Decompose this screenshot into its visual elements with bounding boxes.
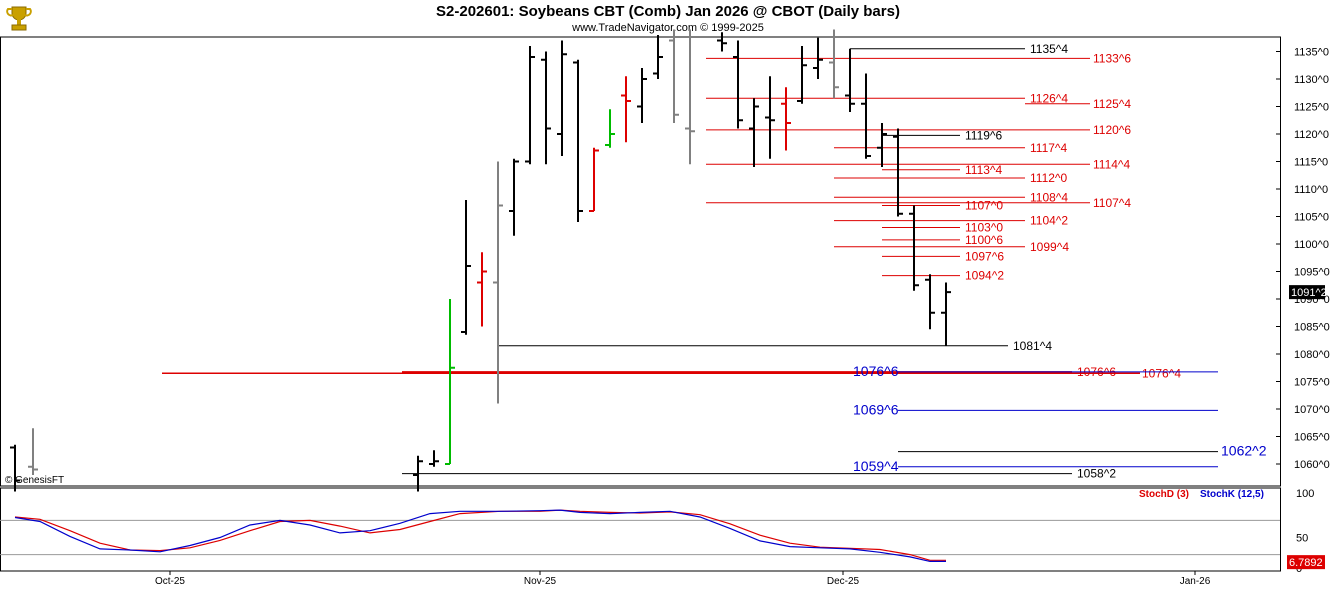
date-tick-label: Nov-25 [524, 576, 557, 587]
stoch-panel-frame [0, 487, 1281, 572]
price-tick-label: 1060^0 [1294, 459, 1330, 471]
date-tick-label: Oct-25 [155, 576, 185, 587]
date-tick-label: Jan-26 [1180, 576, 1211, 587]
stoch-last-label: 6.7892 [1289, 557, 1323, 569]
last-price-box [1289, 285, 1325, 300]
price-tick-label: 1105^0 [1294, 212, 1329, 224]
price-tick-label: 1070^0 [1294, 404, 1330, 416]
level-label: 1081^4 [1013, 339, 1052, 353]
price-tick-label: 1095^0 [1294, 267, 1330, 279]
level-label: 1094^2 [965, 269, 1004, 283]
level-label: 1107^0 [965, 199, 1003, 213]
level-label: 1108^4 [1030, 190, 1068, 204]
chart-subtitle: www.TradeNavigator.com © 1999-2025 [572, 22, 764, 34]
level-label: 1119^6 [965, 128, 1003, 142]
level-label: 1135^4 [1030, 42, 1068, 56]
level-label: 1133^6 [1093, 51, 1131, 65]
price-tick-label: 1110^0 [1294, 184, 1328, 196]
price-tick-label: 1125^0 [1294, 102, 1329, 114]
stoch-line-blue [14, 509, 946, 563]
price-tick-label: 1120^0 [1294, 129, 1329, 141]
price-tick-label: 1100^0 [1294, 239, 1329, 251]
level-label: 1103^0 [965, 221, 1003, 235]
price-tick-label: 1085^0 [1294, 322, 1330, 334]
level-label: 1097^6 [965, 249, 1004, 263]
stochk-legend: StochK (12,5) [1200, 489, 1264, 500]
level-label: 1112^0 [1030, 171, 1068, 185]
level-label: 1076^6 [853, 363, 899, 379]
level-label: 1126^4 [1030, 91, 1068, 105]
date-tick-label: Dec-25 [827, 576, 860, 587]
stoch-last-box [1287, 555, 1325, 570]
level-label: 1069^6 [853, 401, 899, 417]
level-label: 1125^4 [1093, 97, 1131, 111]
price-tick-label: 1080^0 [1294, 349, 1330, 361]
price-panel-frame [0, 36, 1281, 487]
stoch-tick-label: 100 [1296, 488, 1314, 500]
level-label: 1099^4 [1030, 240, 1069, 254]
stochd-legend: StochD (3) [1139, 489, 1189, 500]
level-label: 1062^2 [1221, 443, 1267, 459]
date-strip [0, 572, 1336, 591]
stochastic-panel: 1005006.7892 [14, 488, 1325, 575]
level-label: 1117^4 [1030, 141, 1068, 155]
copyright-label: © GenesisFT [5, 475, 64, 486]
date-axis: Oct-25 Nov-25 Dec-25 Jan-26 [155, 571, 1211, 587]
level-label: 1114^4 [1093, 157, 1131, 171]
price-tick-label: 1115^0 [1294, 157, 1328, 169]
price-tick-label: 1065^0 [1294, 432, 1330, 444]
level-label: 1100^6 [965, 233, 1003, 247]
level-label: 1120^6 [1093, 123, 1131, 137]
price-tick-label: 1075^0 [1294, 377, 1330, 389]
chart-frame [0, 36, 1336, 591]
level-label: 1059^4 [853, 458, 899, 474]
price-tick-label: 1130^0 [1294, 74, 1329, 86]
level-label: 1076^4 [1142, 366, 1181, 380]
stoch-tick-label: 50 [1296, 533, 1308, 545]
level-label: 1113^4 [965, 163, 1003, 177]
level-label: 1104^2 [1030, 214, 1068, 228]
level-label: 1058^2 [1077, 467, 1116, 481]
last-price-label: 1091^2 [1291, 287, 1327, 299]
price-axis: 1060^01065^01070^01075^01080^01085^01090… [1276, 47, 1330, 471]
trophy-logo-icon [6, 6, 32, 31]
price-tick-label: 1135^0 [1294, 47, 1329, 59]
chart-title: S2-202601: Soybeans CBT (Comb) Jan 2026 … [436, 3, 900, 20]
price-bars [10, 29, 951, 492]
level-label: 1107^4 [1093, 196, 1131, 210]
